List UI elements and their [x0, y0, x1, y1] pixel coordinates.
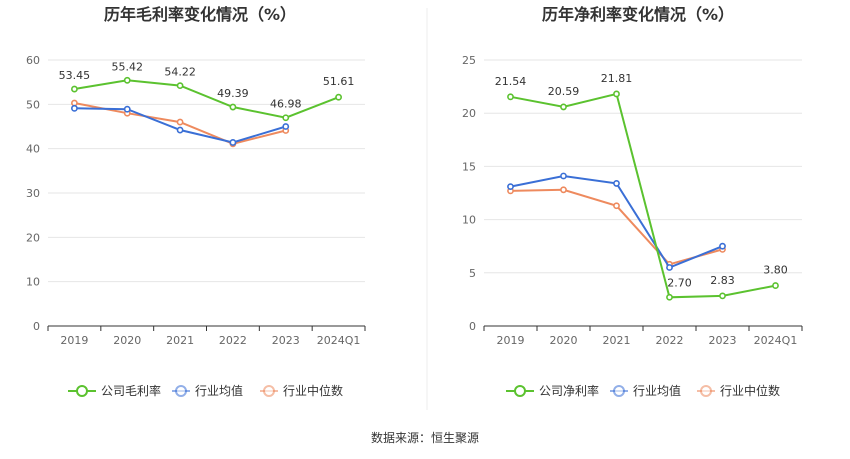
x-tick-label: 2022 — [219, 334, 247, 347]
data-label: 2.83 — [710, 274, 735, 287]
legend-marker — [514, 385, 526, 397]
data-point — [229, 103, 237, 111]
data-point — [613, 90, 620, 98]
data-point — [123, 76, 131, 84]
legend-marker — [76, 385, 88, 397]
legend-label: 公司净利率 — [539, 383, 599, 398]
x-tick-label: 2023 — [709, 334, 737, 347]
data-label: 3.80 — [763, 264, 788, 277]
legend-label: 公司毛利率 — [101, 383, 161, 398]
legend-item: 行业中位数 — [697, 383, 780, 398]
y-tick-label: 30 — [26, 187, 40, 200]
legend-item: 行业中位数 — [260, 383, 343, 398]
x-tick-label: 2020 — [550, 334, 578, 347]
x-tick-label: 2021 — [603, 334, 631, 347]
y-tick-label: 60 — [26, 54, 40, 67]
legend-marker — [263, 385, 275, 397]
data-point — [719, 292, 726, 300]
x-tick-label: 2022 — [656, 334, 684, 347]
data-label: 55.42 — [112, 60, 144, 73]
legend-item: 公司净利率 — [506, 383, 599, 398]
data-point — [71, 85, 78, 93]
chart-title: 历年净利率变化情况（%） — [542, 5, 734, 24]
data-point — [507, 93, 514, 101]
x-tick-label: 2024Q1 — [317, 334, 361, 347]
y-tick-label: 10 — [26, 276, 40, 289]
series-line — [74, 79, 339, 119]
x-tick-label: 2023 — [272, 334, 300, 347]
data-label: 49.39 — [217, 87, 249, 100]
data-point — [560, 172, 567, 180]
y-tick-label: 25 — [462, 54, 476, 67]
y-tick-label: 40 — [26, 143, 40, 156]
data-point — [666, 293, 673, 301]
chart-title: 历年毛利率变化情况（%） — [104, 5, 296, 24]
y-tick-label: 15 — [462, 160, 476, 173]
data-point — [666, 264, 673, 271]
data-point — [71, 104, 78, 112]
x-tick-label: 2019 — [497, 334, 525, 347]
legend-label: 行业中位数 — [283, 383, 343, 398]
data-label: 46.98 — [270, 98, 302, 111]
data-label: 51.61 — [323, 75, 355, 88]
data-point — [229, 139, 237, 146]
y-tick-label: 20 — [26, 231, 40, 244]
y-tick-label: 0 — [469, 320, 476, 333]
legend-marker — [175, 385, 187, 397]
data-label: 20.59 — [548, 85, 580, 98]
data-point — [123, 105, 131, 113]
net-margin-chart: 历年净利率变化情况（%） 0 5 10 15 20 25 2019 2020 2021 2022 20… — [462, 5, 803, 398]
data-point — [176, 126, 184, 134]
y-tick-label: 5 — [469, 267, 476, 280]
data-point — [613, 180, 620, 187]
data-point — [282, 114, 290, 122]
data-point — [176, 118, 184, 126]
y-tick-label: 0 — [33, 320, 40, 333]
data-label: 21.81 — [601, 72, 633, 85]
y-tick-label: 10 — [462, 214, 476, 227]
legend-marker — [700, 385, 712, 397]
data-point — [560, 186, 567, 194]
legend-item: 公司毛利率 — [68, 383, 161, 398]
series-line — [510, 188, 723, 266]
y-tick-label: 20 — [462, 107, 476, 120]
source-text: 数据来源：恒生聚源 — [371, 430, 479, 445]
legend-item: 行业均值 — [172, 383, 243, 398]
legend-item: 行业均值 — [610, 383, 681, 398]
data-label: 53.45 — [59, 69, 91, 82]
data-point — [282, 123, 290, 130]
data-label: 21.54 — [495, 75, 527, 88]
data-point — [71, 99, 78, 107]
x-tick-label: 2021 — [166, 334, 194, 347]
data-point — [719, 242, 726, 250]
legend-marker — [613, 385, 625, 397]
legend-label: 行业均值 — [195, 383, 243, 398]
data-point — [507, 183, 514, 191]
data-point — [176, 82, 184, 90]
data-label: 2.70 — [667, 276, 692, 289]
series-line — [510, 92, 776, 299]
legend-label: 行业中位数 — [720, 383, 780, 398]
data-point — [335, 93, 342, 101]
x-tick-label: 2024Q1 — [754, 334, 798, 347]
y-tick-label: 50 — [26, 98, 40, 111]
x-tick-label: 2020 — [113, 334, 141, 347]
data-point — [560, 103, 567, 111]
data-point — [613, 202, 620, 210]
gross-margin-chart: 历年毛利率变化情况（%） 0 10 20 30 40 50 60 2019 2020 2021 202… — [26, 5, 366, 398]
data-label: 54.22 — [164, 66, 196, 79]
x-tick-label: 2019 — [60, 334, 88, 347]
data-point — [772, 282, 779, 289]
legend-label: 行业均值 — [633, 383, 681, 398]
